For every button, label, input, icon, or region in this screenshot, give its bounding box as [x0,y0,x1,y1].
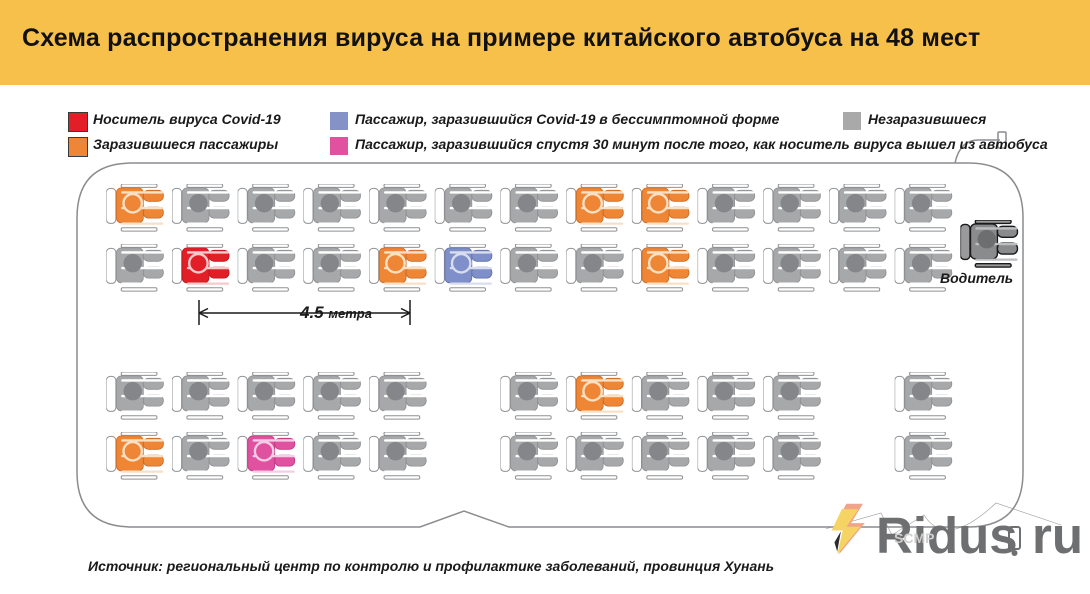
svg-text:SCMP: SCMP [894,530,934,546]
svg-text:ru: ru [1032,507,1083,564]
